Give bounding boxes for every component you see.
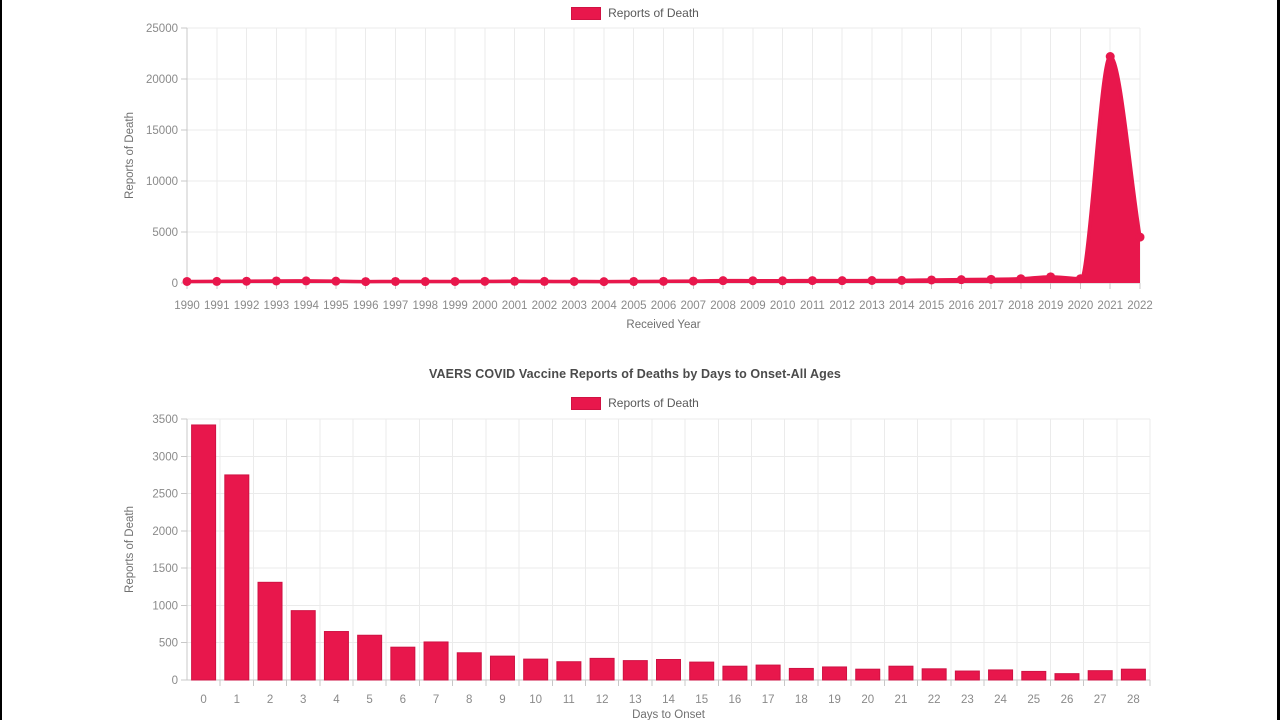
svg-text:0: 0: [172, 675, 178, 687]
year-chart-legend: Reports of Death: [120, 6, 1150, 20]
svg-text:17: 17: [762, 694, 775, 706]
left-edge-bar: [0, 0, 2, 720]
onset-chart-title: VAERS COVID Vaccine Reports of Deaths by…: [429, 367, 841, 381]
svg-text:1992: 1992: [234, 300, 260, 312]
svg-text:2500: 2500: [152, 489, 178, 501]
svg-text:2008: 2008: [710, 300, 736, 312]
svg-text:2015: 2015: [919, 300, 945, 312]
svg-text:2021: 2021: [1097, 300, 1123, 312]
svg-text:21: 21: [895, 694, 908, 706]
svg-text:22: 22: [928, 694, 941, 706]
svg-text:2019: 2019: [1038, 300, 1064, 312]
svg-text:1990: 1990: [174, 300, 200, 312]
svg-text:1: 1: [234, 694, 240, 706]
svg-text:24: 24: [994, 694, 1007, 706]
svg-text:10000: 10000: [146, 176, 178, 188]
svg-text:14: 14: [662, 694, 675, 706]
svg-text:2011: 2011: [800, 300, 825, 312]
svg-text:2006: 2006: [651, 300, 677, 312]
svg-text:2022: 2022: [1127, 300, 1153, 312]
svg-text:25: 25: [1027, 694, 1040, 706]
svg-text:9: 9: [499, 694, 505, 706]
svg-text:18: 18: [795, 694, 808, 706]
svg-text:2002: 2002: [532, 300, 558, 312]
svg-text:1995: 1995: [323, 300, 349, 312]
legend-label: Reports of Death: [608, 6, 699, 20]
svg-text:8: 8: [466, 694, 472, 706]
right-edge-bar: [1277, 0, 1280, 720]
svg-text:3000: 3000: [152, 451, 178, 463]
svg-text:15000: 15000: [146, 125, 178, 137]
svg-text:13: 13: [629, 694, 642, 706]
svg-text:27: 27: [1094, 694, 1107, 706]
svg-text:0: 0: [200, 694, 206, 706]
svg-text:Reports of Death: Reports of Death: [124, 112, 136, 199]
svg-text:2018: 2018: [1008, 300, 1034, 312]
svg-text:23: 23: [961, 694, 974, 706]
svg-text:2007: 2007: [680, 300, 706, 312]
onset-chart-legend-item[interactable]: Reports of Death: [571, 396, 699, 410]
svg-text:2: 2: [267, 694, 273, 706]
svg-text:16: 16: [729, 694, 742, 706]
legend-swatch-icon: [571, 6, 602, 20]
svg-text:500: 500: [159, 638, 178, 650]
svg-text:2014: 2014: [889, 300, 915, 312]
svg-text:3: 3: [300, 694, 306, 706]
svg-text:20000: 20000: [146, 74, 178, 86]
svg-text:1996: 1996: [353, 300, 379, 312]
svg-text:26: 26: [1061, 694, 1074, 706]
svg-text:2020: 2020: [1068, 300, 1094, 312]
svg-text:1500: 1500: [152, 563, 178, 575]
svg-text:1991: 1991: [204, 300, 230, 312]
svg-text:Days to Onset: Days to Onset: [632, 709, 706, 720]
year-chart-canvas: 0 5000 10000 15000 20000 25000 Received Year Re…: [124, 23, 1153, 331]
svg-text:1999: 1999: [442, 300, 468, 312]
svg-text:2013: 2013: [859, 300, 885, 312]
legend-swatch-icon: [571, 396, 602, 410]
svg-text:1997: 1997: [383, 300, 409, 312]
year-chart-legend-item[interactable]: Reports of Death: [571, 6, 699, 20]
svg-text:25000: 25000: [146, 23, 178, 35]
svg-text:1998: 1998: [412, 300, 438, 312]
svg-text:0: 0: [172, 278, 178, 290]
svg-text:2005: 2005: [621, 300, 647, 312]
svg-text:20: 20: [861, 694, 874, 706]
onset-chart-legend: Reports of Death: [120, 396, 1150, 410]
svg-text:12: 12: [596, 694, 609, 706]
svg-text:2004: 2004: [591, 300, 617, 312]
svg-text:5000: 5000: [152, 227, 178, 239]
svg-text:5: 5: [366, 694, 372, 706]
svg-text:10: 10: [529, 694, 542, 706]
svg-text:7: 7: [433, 694, 439, 706]
svg-text:2017: 2017: [978, 300, 1004, 312]
svg-text:2016: 2016: [949, 300, 975, 312]
svg-text:2010: 2010: [770, 300, 796, 312]
svg-text:2000: 2000: [152, 526, 178, 538]
onset-chart-canvas: 0 500 1000 1500 2000 2500 3000 3500 Days to Onse…: [124, 414, 1151, 720]
svg-text:11: 11: [563, 694, 575, 706]
svg-text:Received Year: Received Year: [626, 319, 700, 331]
svg-text:28: 28: [1127, 694, 1140, 706]
svg-text:3500: 3500: [152, 414, 178, 426]
svg-text:1000: 1000: [152, 600, 178, 612]
svg-text:1993: 1993: [264, 300, 290, 312]
svg-text:19: 19: [828, 694, 841, 706]
svg-text:Reports of Death: Reports of Death: [124, 506, 136, 593]
svg-text:2000: 2000: [472, 300, 498, 312]
svg-text:4: 4: [333, 694, 340, 706]
svg-text:2012: 2012: [829, 300, 855, 312]
svg-text:2009: 2009: [740, 300, 766, 312]
svg-text:2003: 2003: [561, 300, 587, 312]
svg-text:15: 15: [695, 694, 708, 706]
svg-text:1994: 1994: [293, 300, 319, 312]
legend-label: Reports of Death: [608, 396, 699, 410]
svg-text:6: 6: [400, 694, 406, 706]
svg-text:2001: 2001: [502, 300, 528, 312]
